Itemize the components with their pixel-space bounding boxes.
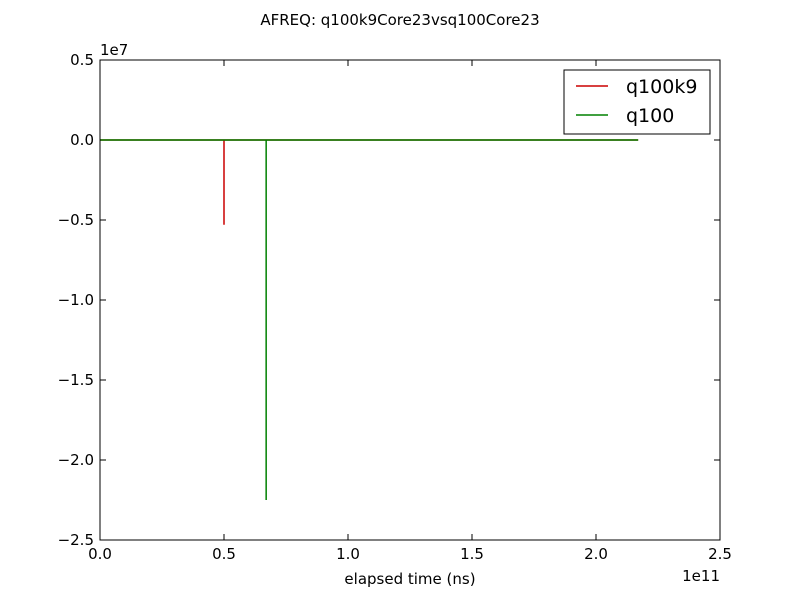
legend-box [563,69,711,135]
plot-frame [99,59,721,541]
ticks-layer: 0.0 0.5 1.0 1.5 2.0 2.5 0.5 0.0 −0.5 −1.0 −1.5 −2.0… [58,51,732,563]
x-tick-label: 2.0 [584,545,608,563]
legend-label-q100: q100 [626,105,674,127]
x-tick-label: 0.0 [88,545,112,563]
y-offset-label: 1e7 [100,41,128,59]
x-axis-label: elapsed time (ns) [344,570,475,588]
y-tick-label: −1.5 [58,371,94,389]
x-tick-label: 0.5 [212,545,236,563]
y-tick-label: 0.5 [70,51,94,69]
x-tick-label: 1.5 [460,545,484,563]
legend-label-q100k9: q100k9 [626,76,697,98]
y-tick-label: −2.5 [58,531,94,549]
y-tick-label: −0.5 [58,211,94,229]
series-line-q100 [100,139,639,500]
x-tick-label: 2.5 [708,545,732,563]
x-offset-label: 1e11 [682,567,720,585]
series-layer [100,139,639,500]
y-tick-label: −1.0 [58,291,94,309]
legend: q100k9 q100 [563,69,711,135]
chart-title: AFREQ: q100k9Core23vsq100Core23 [260,11,539,29]
y-tick-label: −2.0 [58,451,94,469]
x-tick-label: 1.0 [336,545,360,563]
y-tick-label: 0.0 [70,131,94,149]
